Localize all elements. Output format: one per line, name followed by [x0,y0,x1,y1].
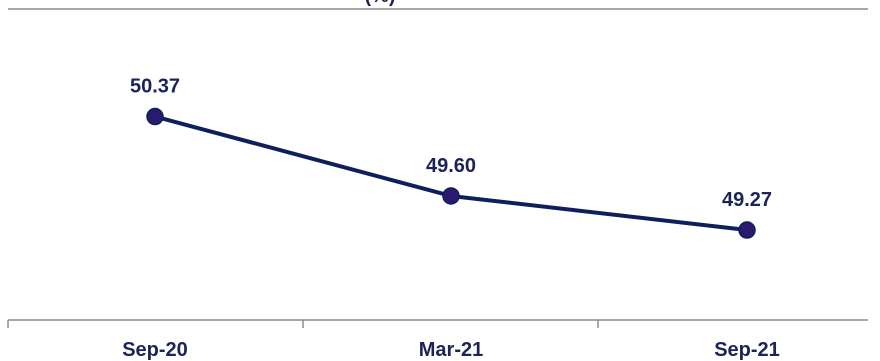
data-label-1: 49.60 [426,155,476,177]
x-tick-label-2: Sep-21 [714,339,780,361]
x-tick-label-0: Sep-20 [122,339,188,361]
data-point-1 [442,187,460,205]
chart-title: (%) [364,0,395,7]
x-tick-label-1: Mar-21 [419,339,483,361]
data-point-0 [146,107,164,126]
data-point-2 [738,221,756,239]
data-label-0: 50.37 [130,76,180,98]
data-label-2: 49.27 [722,189,772,211]
